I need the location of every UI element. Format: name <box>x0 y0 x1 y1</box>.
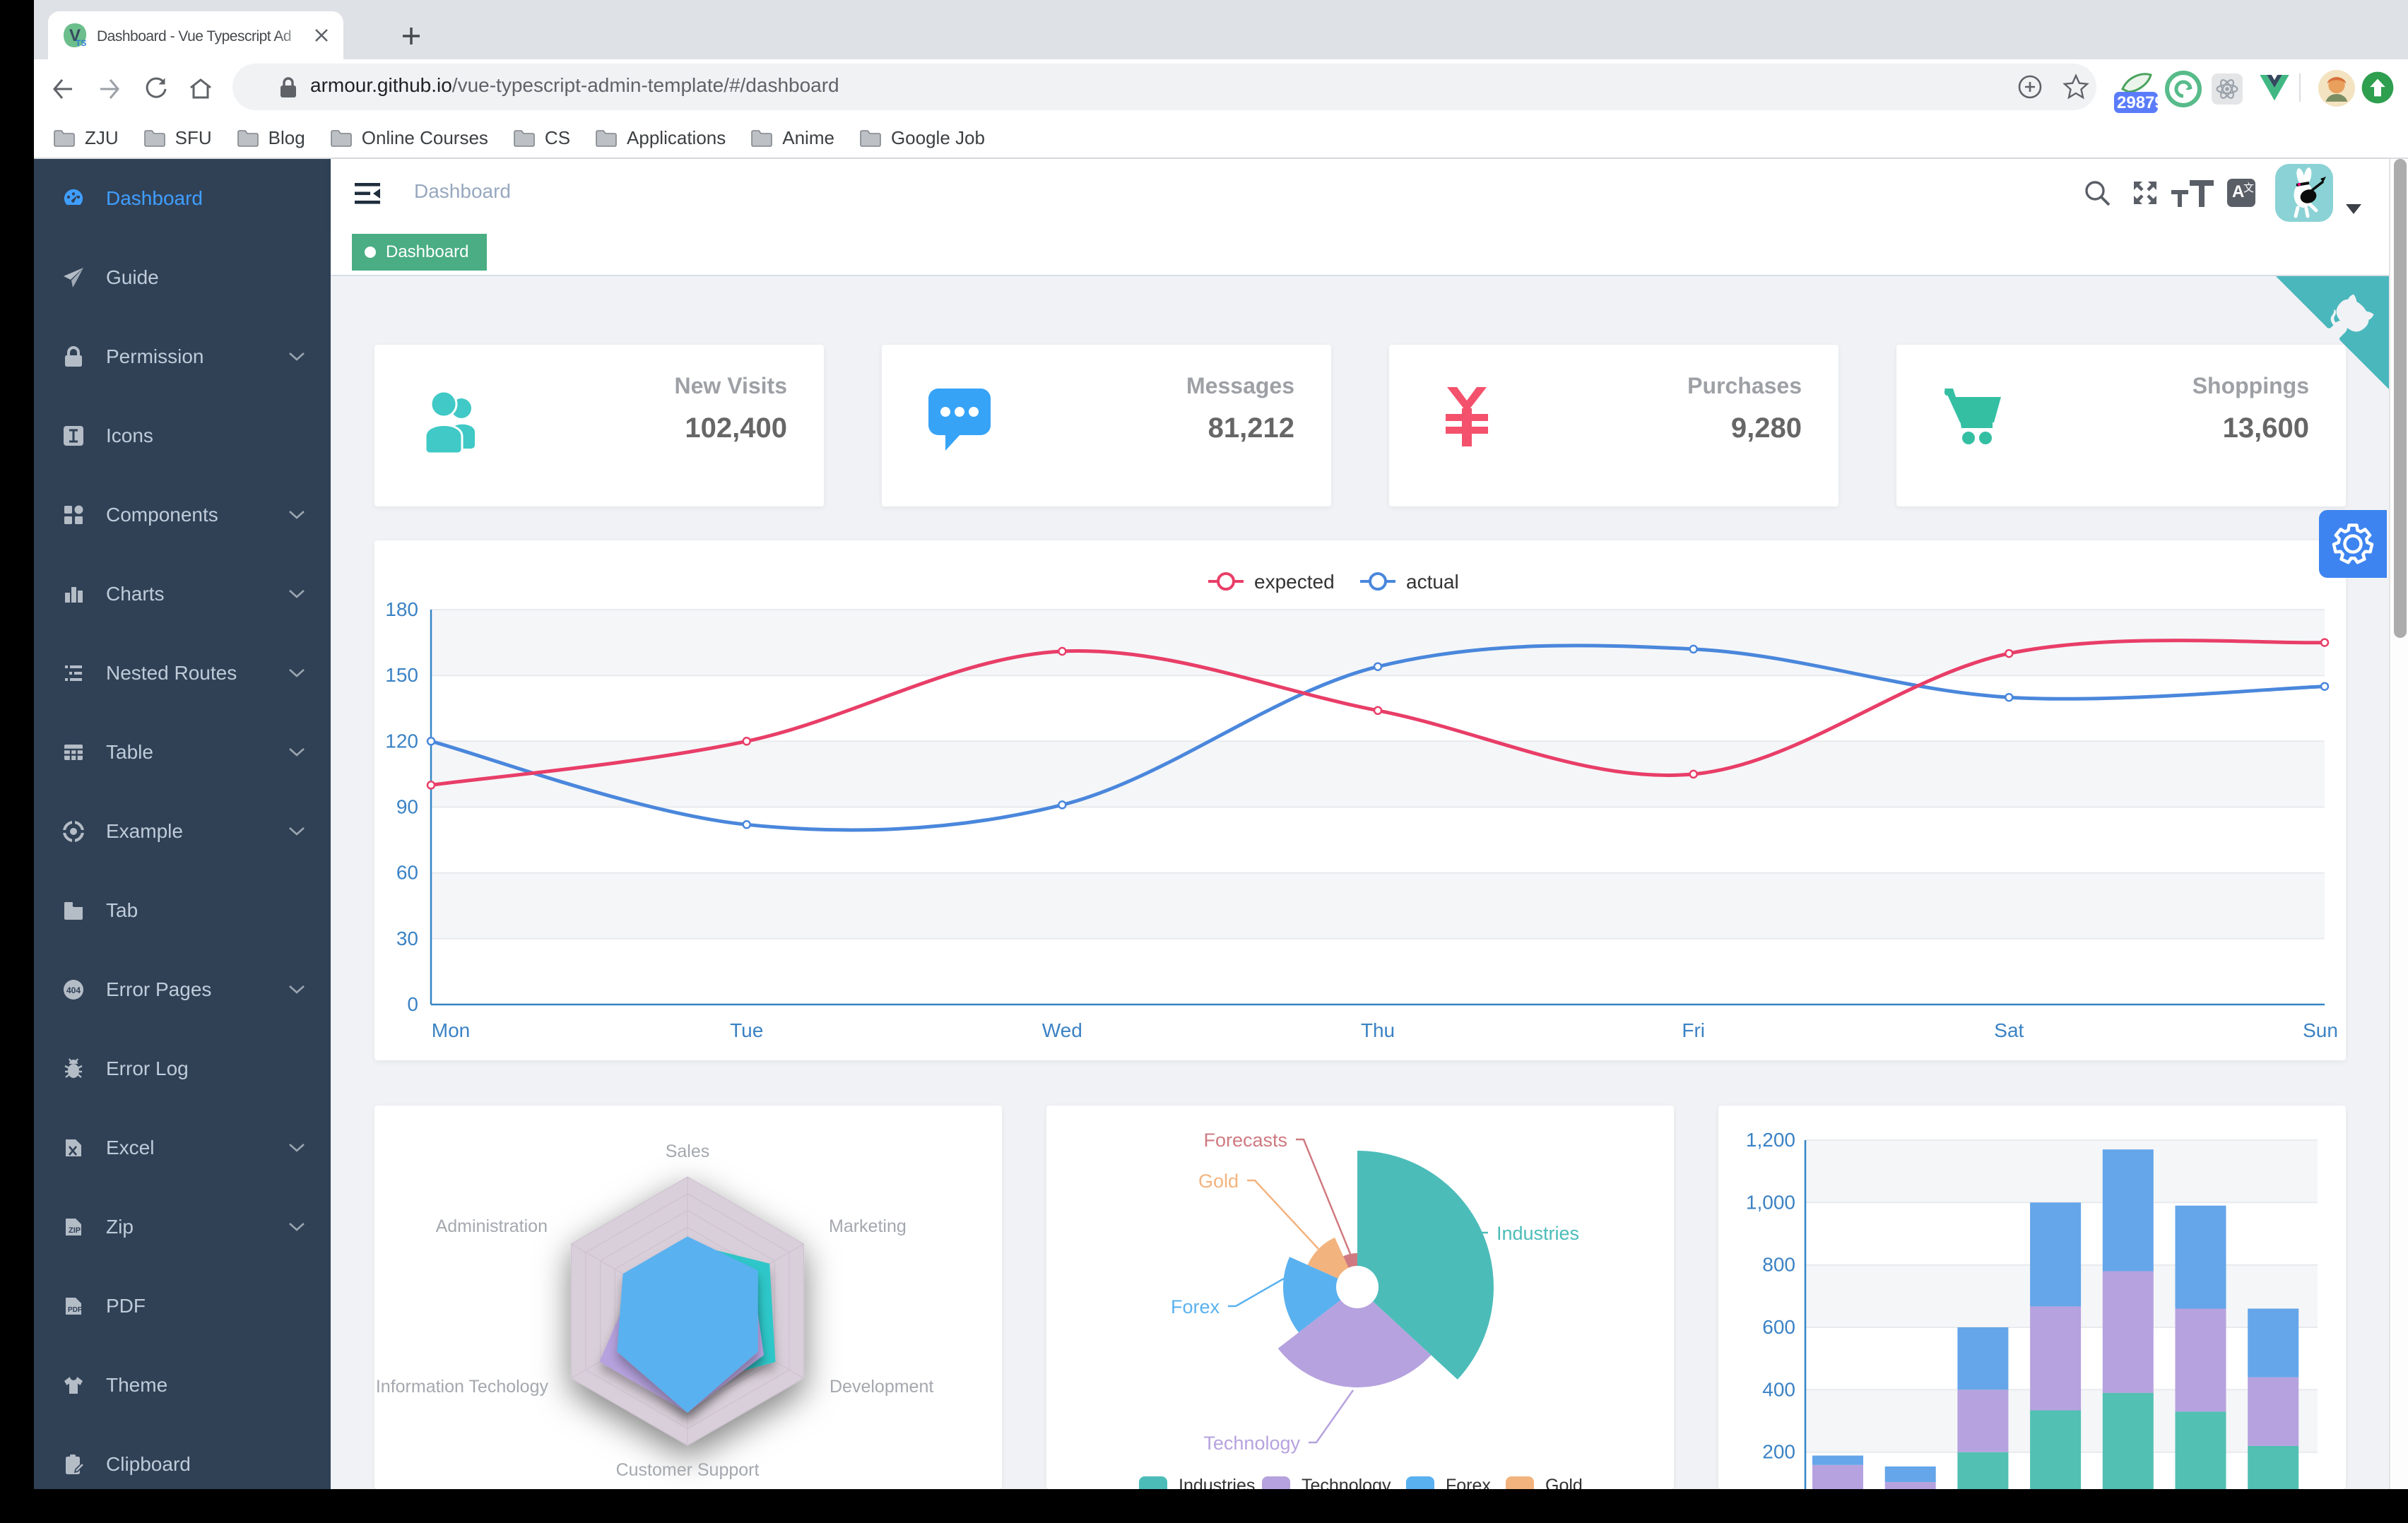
svg-text:30: 30 <box>396 928 418 949</box>
svg-text:Thu: Thu <box>1361 1019 1395 1041</box>
svg-text:Gold: Gold <box>1545 1476 1583 1489</box>
svg-text:TS: TS <box>76 38 86 48</box>
svg-text:404: 404 <box>66 985 81 995</box>
svg-text:Forex: Forex <box>1446 1476 1491 1489</box>
svg-text:600: 600 <box>1762 1316 1795 1338</box>
svg-text:Administration: Administration <box>436 1216 548 1236</box>
svg-text:Marketing: Marketing <box>829 1216 907 1236</box>
svg-text:Customer Support: Customer Support <box>616 1460 760 1480</box>
svg-text:150: 150 <box>385 664 418 686</box>
svg-text:1,000: 1,000 <box>1746 1191 1795 1213</box>
svg-text:expected: expected <box>1254 571 1335 593</box>
svg-text:Sat: Sat <box>1994 1019 2024 1041</box>
svg-text:60: 60 <box>396 862 418 884</box>
svg-text:Industries: Industries <box>1179 1476 1255 1489</box>
svg-text:Technology: Technology <box>1302 1476 1391 1489</box>
svg-text:Technology: Technology <box>1203 1433 1300 1454</box>
svg-text:PDF: PDF <box>68 1306 82 1314</box>
svg-text:29879: 29879 <box>2117 93 2159 112</box>
svg-text:Information Techology: Information Techology <box>376 1377 549 1397</box>
svg-text:V: V <box>69 26 81 45</box>
svg-text:Forex: Forex <box>1171 1296 1220 1317</box>
svg-text:Gold: Gold <box>1198 1171 1239 1192</box>
svg-text:Industries: Industries <box>1497 1223 1579 1244</box>
svg-text:800: 800 <box>1762 1254 1795 1276</box>
svg-text:0: 0 <box>407 993 418 1015</box>
svg-text:200: 200 <box>1762 1441 1795 1463</box>
svg-text:Development: Development <box>830 1377 933 1397</box>
svg-text:400: 400 <box>1762 1378 1795 1400</box>
svg-text:ZIP: ZIP <box>69 1226 81 1235</box>
svg-text:Sales: Sales <box>666 1142 710 1161</box>
svg-text:90: 90 <box>396 796 418 818</box>
svg-text:Sun: Sun <box>2303 1019 2338 1041</box>
svg-text:180: 180 <box>385 598 418 620</box>
svg-text:1,200: 1,200 <box>1746 1129 1795 1151</box>
svg-text:Forecasts: Forecasts <box>1203 1130 1287 1151</box>
svg-text:Tue: Tue <box>730 1019 763 1041</box>
svg-text:Fri: Fri <box>1682 1019 1705 1041</box>
svg-text:120: 120 <box>385 730 418 752</box>
svg-text:actual: actual <box>1406 571 1459 593</box>
svg-text:Mon: Mon <box>432 1019 470 1041</box>
svg-text:Wed: Wed <box>1042 1019 1082 1041</box>
